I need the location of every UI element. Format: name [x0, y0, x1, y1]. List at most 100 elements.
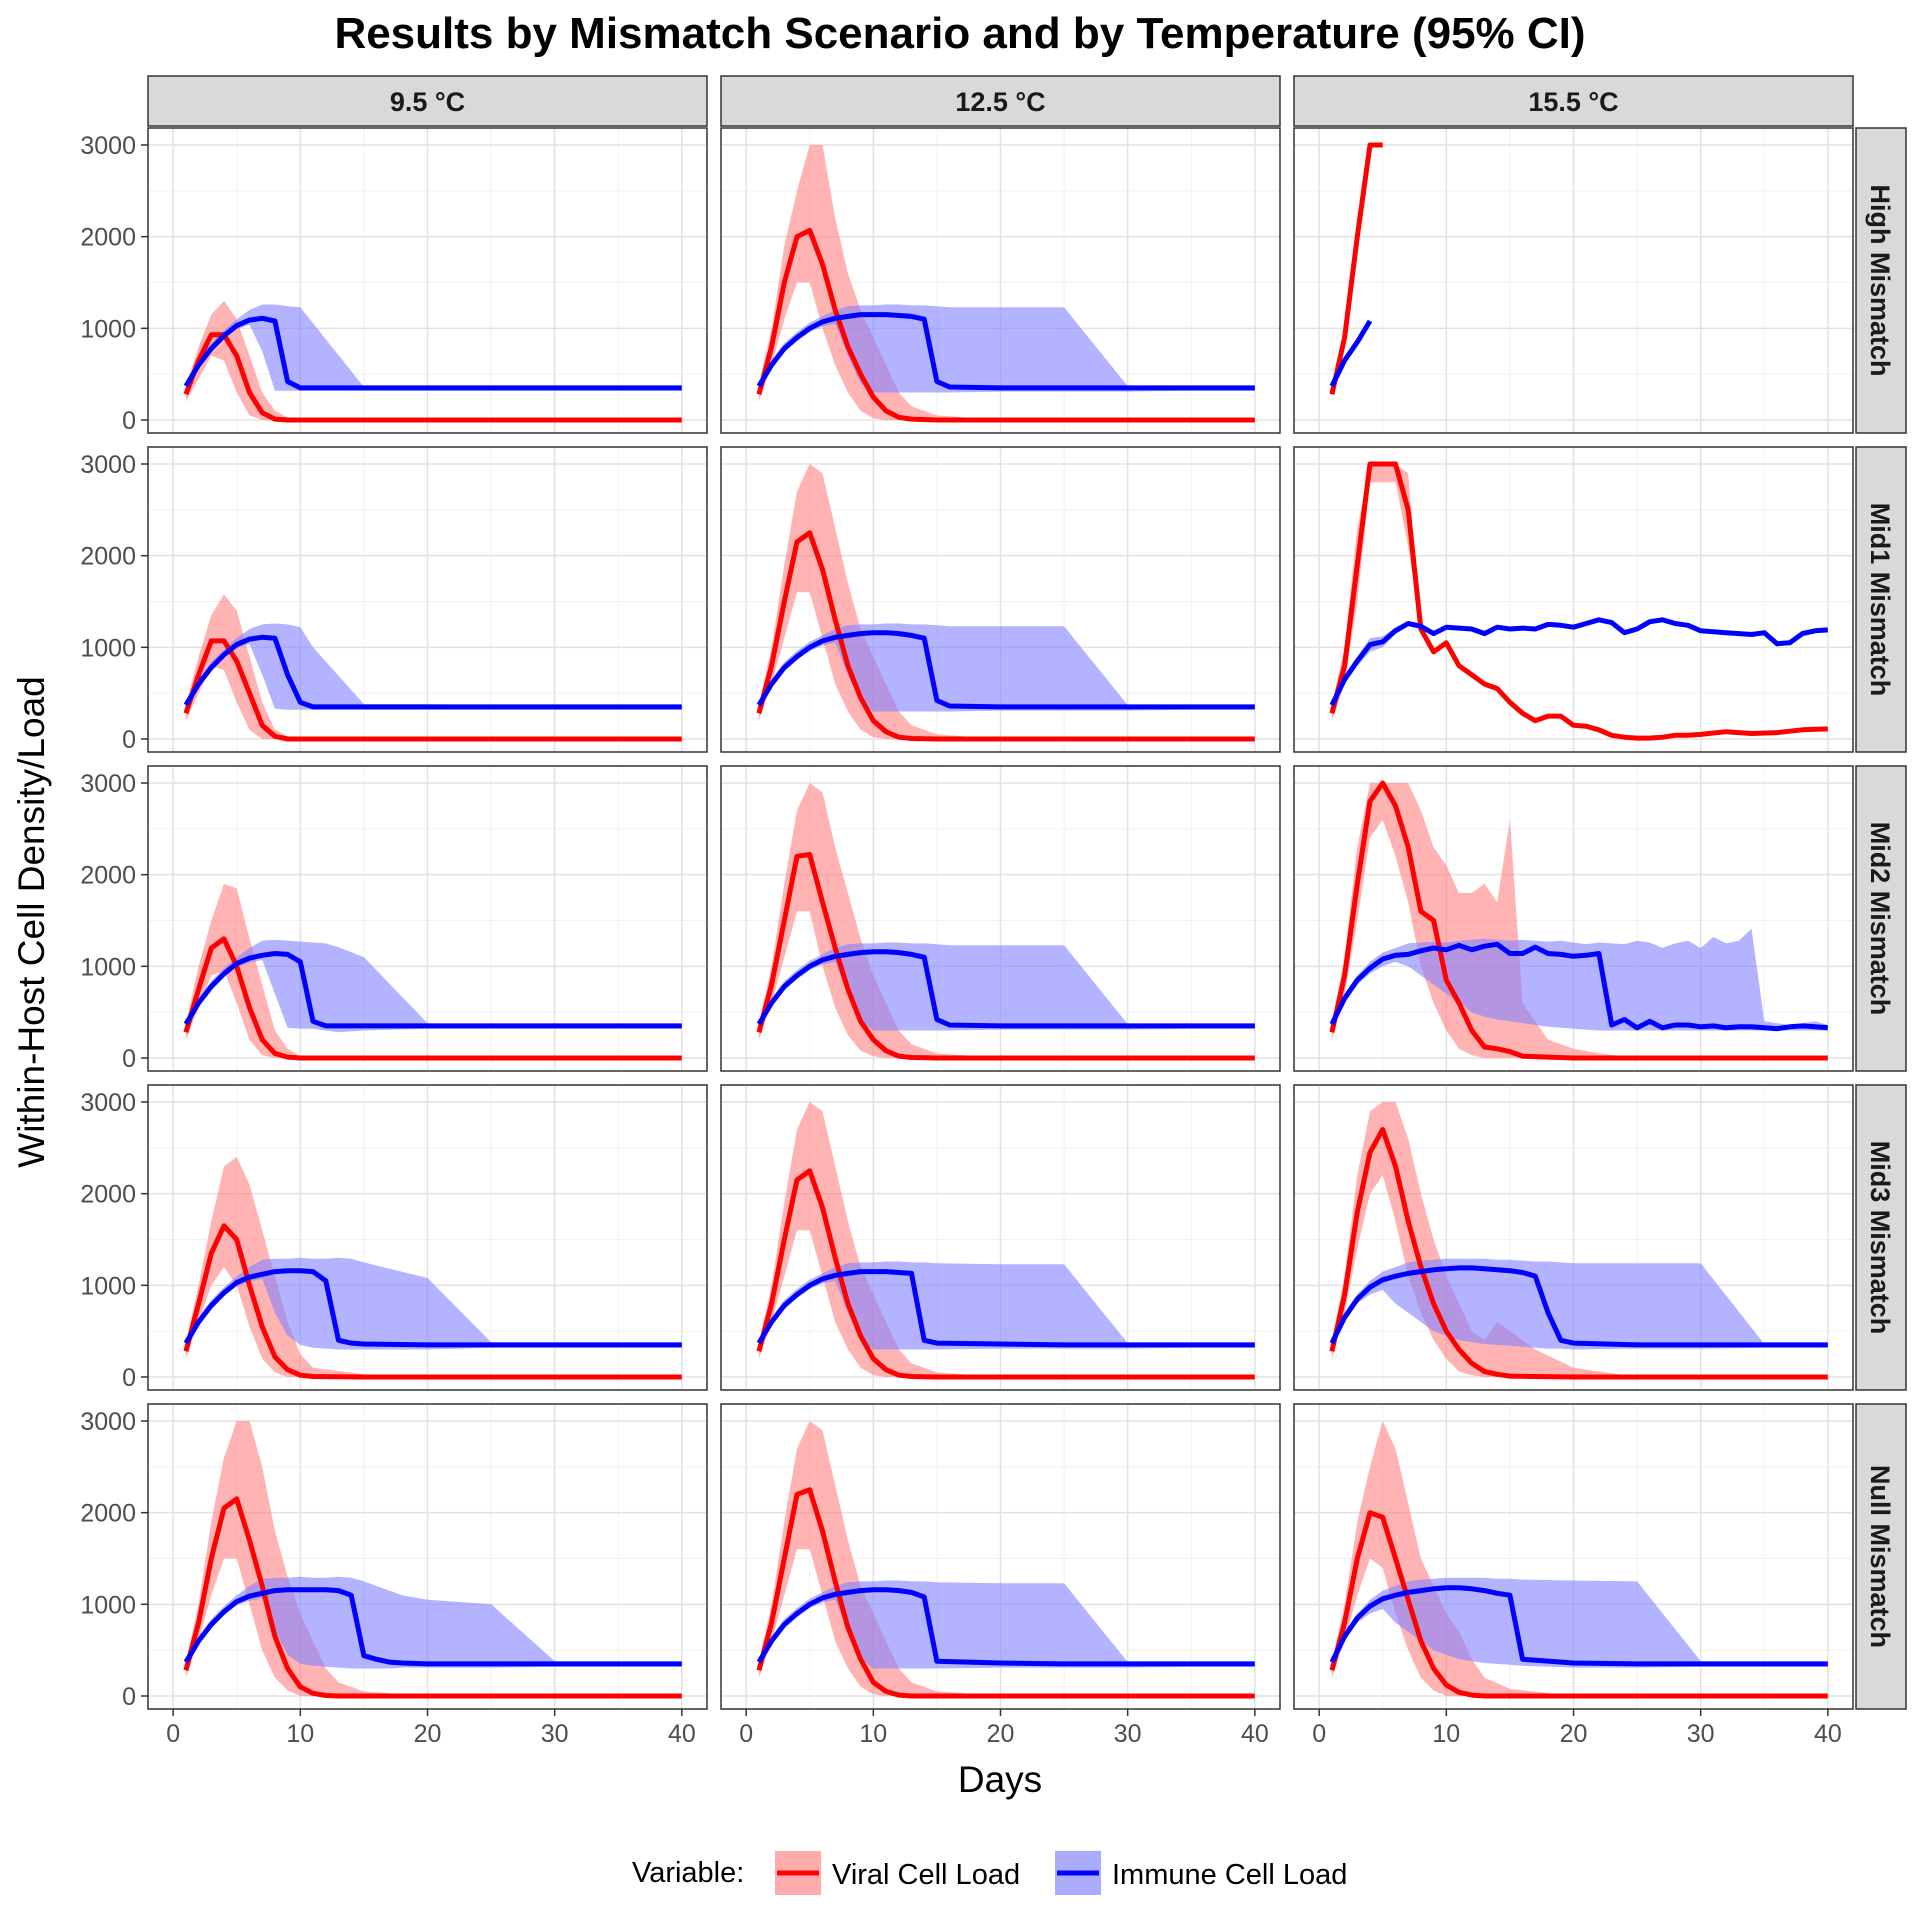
- row-strip-label-0: High Mismatch: [1865, 184, 1895, 376]
- y-tick-label: 1000: [80, 315, 136, 343]
- chart-title: Results by Mismatch Scenario and by Temp…: [334, 9, 1585, 58]
- immune-ci-band: [758, 1580, 1255, 1669]
- immune-line: [1329, 319, 1373, 388]
- panel-border: [720, 765, 1281, 1072]
- x-tick-label: 40: [1241, 1720, 1269, 1748]
- viral-line: [183, 936, 682, 1061]
- immune-line: [183, 315, 682, 391]
- viral-line: [756, 227, 1255, 423]
- y-tick-label: 3000: [80, 1089, 136, 1117]
- panel-border: [147, 765, 708, 1072]
- immune-line: [1329, 941, 1828, 1032]
- panel-border: [1293, 1084, 1854, 1391]
- immune-line: [183, 1587, 682, 1667]
- y-tick-label: 0: [122, 1683, 136, 1711]
- viral-ci-band: [758, 145, 1255, 420]
- viral-line: [1329, 1510, 1828, 1699]
- column-strip-2: [1293, 75, 1854, 127]
- immune-line: [183, 634, 682, 710]
- immune-ci-band: [758, 1261, 1255, 1350]
- immune-line: [183, 1268, 682, 1348]
- panel-border: [720, 127, 1281, 434]
- viral-line: [1329, 780, 1828, 1061]
- row-strip-label-4: Null Mismatch: [1865, 1465, 1895, 1648]
- panel-r4-c0: 0 1000 2000 3000 0 10 20 30 40: [80, 1403, 708, 1748]
- y-tick-label: 3000: [80, 132, 136, 160]
- y-tick-label: 0: [122, 726, 136, 754]
- viral-line: [183, 1496, 682, 1699]
- row-strip-3: [1855, 1084, 1907, 1391]
- immune-line: [756, 630, 1255, 710]
- x-tick-label: 30: [1114, 1720, 1142, 1748]
- viral-ci-band: [1331, 1421, 1828, 1696]
- row-strip-label-2: Mid2 Mismatch: [1865, 822, 1895, 1016]
- immune-ci-band: [1331, 1577, 1828, 1668]
- viral-line: [756, 530, 1255, 742]
- viral-ci-band: [758, 1102, 1255, 1377]
- viral-line: [756, 1487, 1255, 1699]
- y-tick-label: 2000: [80, 862, 136, 890]
- panel-border: [1293, 127, 1854, 434]
- y-axis-title: Within-Host Cell Density/Load: [11, 676, 52, 1167]
- viral-ci-band: [185, 1157, 682, 1377]
- panel-r2-c2: [1293, 765, 1854, 1072]
- column-strip-0: [147, 75, 708, 127]
- immune-ci-band: [1331, 1258, 1828, 1350]
- facet-panels: 9.5 °C 12.5 °C 15.5 °C High Mismatch Mid1 Mi…: [80, 75, 1907, 1748]
- panel-border: [1293, 765, 1854, 1072]
- row-strip-label-3: Mid3 Mismatch: [1865, 1141, 1895, 1335]
- immune-ci-band: [758, 304, 1255, 393]
- viral-line: [756, 1168, 1255, 1380]
- panel-r3-c0: 0 1000 2000 3000: [80, 1084, 708, 1392]
- row-strip-label-1: Mid1 Mismatch: [1865, 503, 1895, 697]
- immune-line: [1329, 1265, 1828, 1348]
- x-axis-title: Days: [958, 1759, 1042, 1800]
- panel-r4-c1: 0 10 20 30 40: [720, 1403, 1281, 1748]
- viral-line: [1329, 142, 1383, 395]
- column-strip-label-2: 15.5 °C: [1528, 87, 1618, 117]
- y-tick-label: 3000: [80, 770, 136, 798]
- row-strip-4: [1855, 1403, 1907, 1710]
- panel-border: [720, 446, 1281, 753]
- panel-border: [720, 1084, 1281, 1391]
- immune-ci-band: [185, 304, 682, 391]
- immune-line: [756, 949, 1255, 1029]
- panel-r0-c2: [1293, 127, 1854, 434]
- panel-r0-c1: [720, 127, 1281, 434]
- x-tick-label: 40: [668, 1720, 696, 1748]
- immune-line: [756, 1587, 1255, 1667]
- row-strip-0: [1855, 127, 1907, 434]
- panel-border: [147, 446, 708, 753]
- immune-ci-band: [185, 623, 682, 710]
- legend: Variable: Viral Cell Load Immune Cell Loa…: [632, 1851, 1347, 1895]
- x-tick-label: 0: [1312, 1720, 1326, 1748]
- immune-line: [756, 1269, 1255, 1348]
- legend-title: Variable:: [632, 1857, 744, 1889]
- immune-line: [1329, 617, 1828, 707]
- viral-line: [1329, 1127, 1828, 1380]
- immune-line: [183, 951, 682, 1029]
- legend-label-0: Viral Cell Load: [832, 1859, 1020, 1891]
- panel-r1-c1: [720, 446, 1281, 753]
- x-tick-label: 20: [987, 1720, 1015, 1748]
- y-tick-label: 2000: [80, 543, 136, 571]
- viral-ci-band: [185, 1421, 682, 1696]
- panel-r3-c2: [1293, 1084, 1854, 1391]
- immune-ci-band: [758, 942, 1255, 1031]
- viral-line: [1329, 461, 1828, 741]
- row-strip-2: [1855, 765, 1907, 1072]
- y-tick-label: 1000: [80, 634, 136, 662]
- y-tick-label: 3000: [80, 1408, 136, 1436]
- panel-border: [147, 1084, 708, 1391]
- x-tick-label: 20: [414, 1720, 442, 1748]
- x-tick-label: 0: [166, 1720, 180, 1748]
- panel-border: [1293, 446, 1854, 753]
- viral-line: [183, 638, 682, 742]
- immune-ci-band: [185, 1257, 682, 1350]
- panel-r1-c2: [1293, 446, 1854, 753]
- column-strip-label-0: 9.5 °C: [390, 87, 465, 117]
- y-tick-label: 1000: [80, 1272, 136, 1300]
- column-strip-1: [720, 75, 1281, 127]
- viral-ci-band: [758, 1421, 1255, 1696]
- immune-line: [756, 312, 1255, 391]
